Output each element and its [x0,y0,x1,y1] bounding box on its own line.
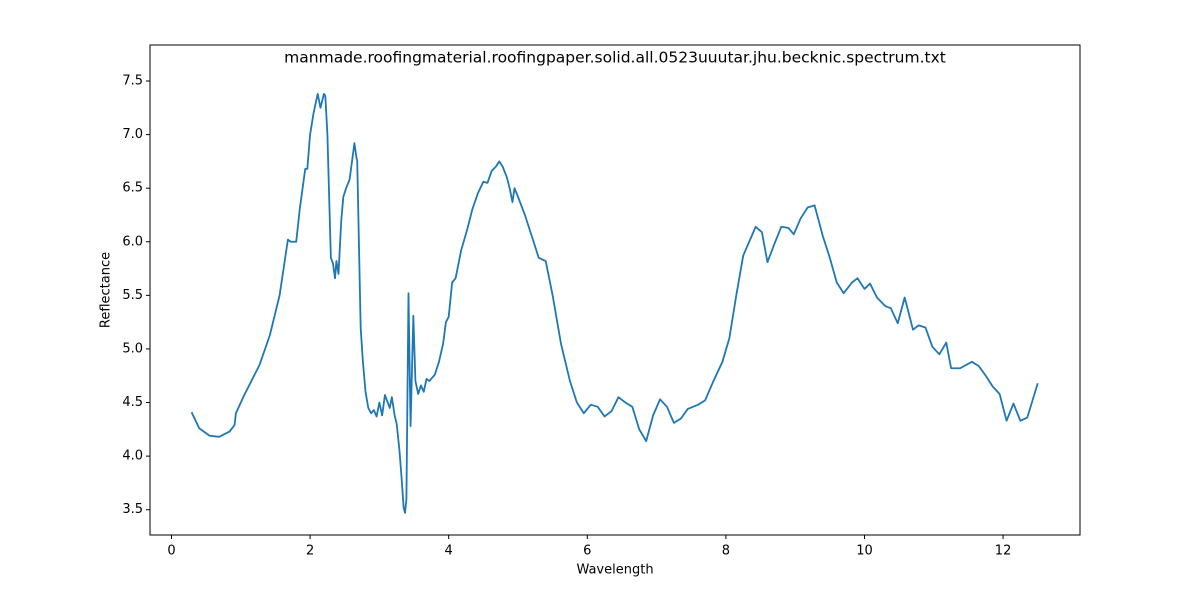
y-tick-label: 7.0 [122,127,143,142]
x-tick-label: 2 [306,544,314,559]
x-tick-label: 6 [583,544,591,559]
y-tick-label: 7.5 [122,74,143,89]
y-tick-label: 4.5 [122,395,143,410]
y-tick-label: 6.5 [122,181,143,196]
x-tick-label: 8 [722,544,730,559]
plot-frame [149,44,1081,536]
y-tick-label: 5.0 [122,341,143,356]
x-tick-label: 4 [445,544,453,559]
chart-title: manmade.roofingmaterial.roofingpaper.sol… [284,49,946,67]
x-tick-label: 10 [856,544,873,559]
y-tick-label: 3.5 [122,502,143,517]
x-tick-label: 12 [995,544,1012,559]
y-axis-label: Reflectance [99,252,114,328]
data-line [190,92,1039,514]
y-tick-label: 4.0 [122,449,143,464]
x-tick-label: 0 [167,544,175,559]
x-axis-label: Wavelength [576,563,653,578]
y-tick-label: 5.5 [122,288,143,303]
y-tick-label: 6.0 [122,234,143,249]
